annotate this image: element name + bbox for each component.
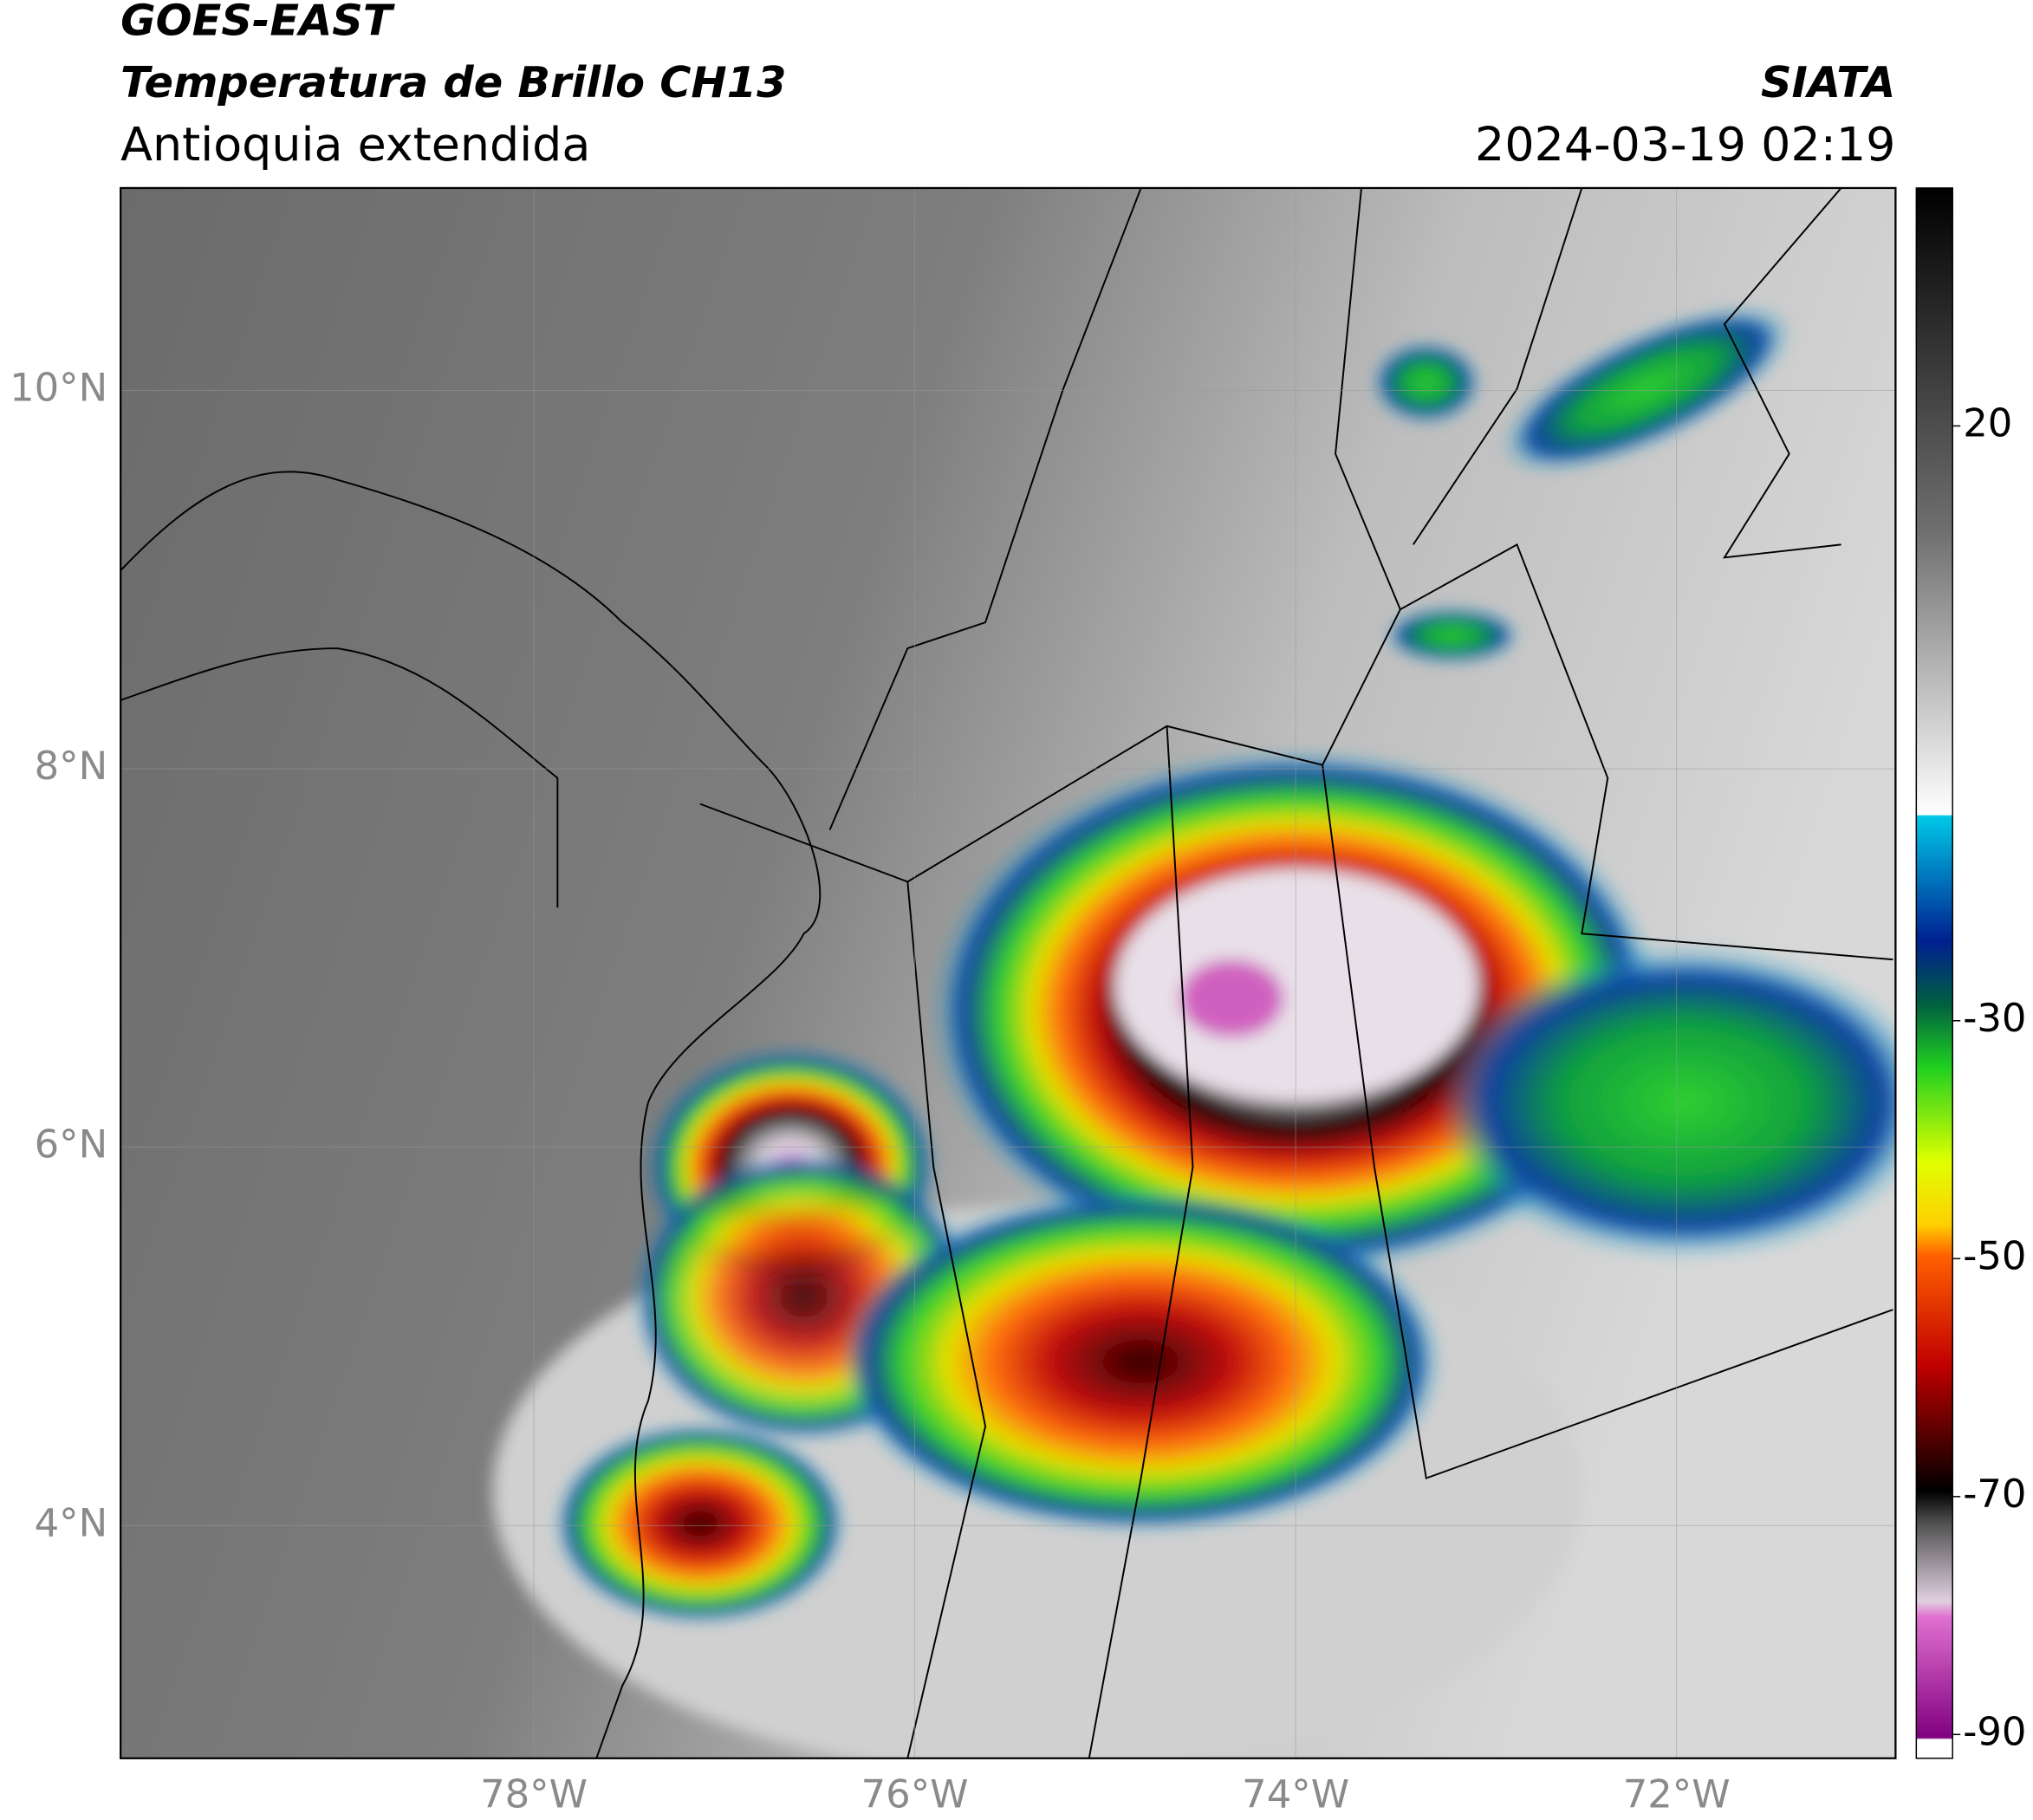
- storm-cell: [842, 1193, 1439, 1531]
- subtitle: Temperatura de Brillo CH13: [120, 57, 786, 107]
- source: SIATA: [1761, 57, 1895, 107]
- storm-cell: [557, 1426, 843, 1622]
- y-tick-label: 6°N: [35, 1121, 108, 1167]
- storm-core: [1114, 868, 1478, 1102]
- colorbar: [1915, 187, 1953, 1759]
- cloud-cell: [1387, 609, 1517, 662]
- cloud-cell: [1439, 946, 1896, 1258]
- y-tick-label: 4°N: [35, 1499, 108, 1545]
- x-tick-label: 74°W: [1242, 1771, 1349, 1817]
- storm-core: [1179, 959, 1284, 1037]
- colorbar-tick-label: -50: [1963, 1232, 2026, 1278]
- x-tick-label: 72°W: [1623, 1771, 1731, 1817]
- datetime: 2024-03-19 02:19: [1475, 117, 1895, 172]
- graticule: [120, 187, 1896, 1758]
- colorbar-tick-label: -70: [1963, 1471, 2026, 1517]
- colorbar-tick-label: 20: [1963, 400, 2012, 445]
- coastline: [120, 471, 822, 1758]
- x-tick-label: 78°W: [480, 1771, 588, 1817]
- borders: [120, 187, 1893, 1758]
- colorbar-tick-label: -90: [1963, 1708, 2026, 1754]
- region: Antioquia extendida: [120, 117, 590, 172]
- y-tick-label: 10°N: [10, 365, 107, 411]
- cloud-cell: [1374, 343, 1478, 422]
- map-frame: [120, 186, 1897, 1759]
- satellite-image: [120, 187, 1896, 1758]
- colorbar-tick-label: -30: [1963, 995, 2026, 1041]
- title: GOES-EAST: [120, 0, 395, 45]
- y-tick-label: 8°N: [35, 743, 108, 789]
- cloud-cell: [1504, 308, 1789, 471]
- x-tick-label: 76°W: [861, 1771, 969, 1817]
